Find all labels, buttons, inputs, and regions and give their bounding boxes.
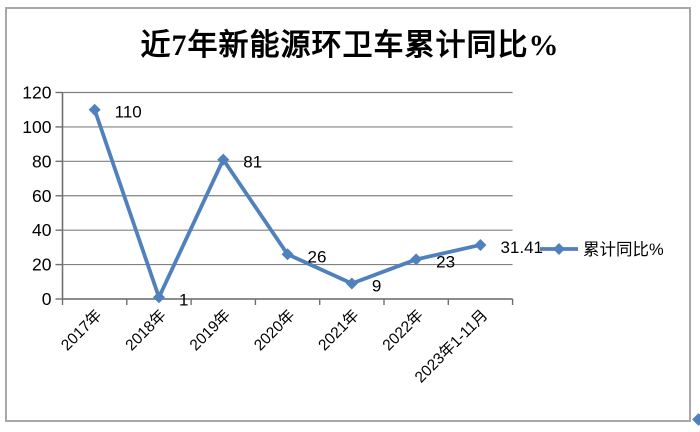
y-tick-label: 40	[32, 220, 52, 240]
data-point-label: 81	[243, 153, 262, 172]
data-point-marker	[217, 153, 230, 166]
data-point-label: 31.41	[500, 238, 543, 257]
x-category-label: 2020年	[250, 306, 298, 354]
x-category-label: 2022年	[379, 306, 427, 354]
data-point-marker	[345, 277, 358, 290]
chart-title: 近7年新能源环卫车累计同比%	[140, 29, 560, 62]
x-category-label: 2021年	[315, 306, 363, 354]
y-tick-label: 60	[32, 186, 52, 206]
data-point-label: 26	[308, 247, 327, 266]
data-point-marker	[281, 248, 294, 261]
data-point-label: 9	[372, 277, 381, 296]
y-tick-label: 100	[22, 117, 51, 137]
x-category-label: 2018年	[122, 306, 170, 354]
data-point-marker	[474, 238, 487, 251]
data-point-label: 110	[115, 103, 142, 122]
y-tick-label: 120	[22, 83, 51, 103]
data-point-marker	[410, 253, 423, 266]
legend-marker-icon	[553, 243, 565, 255]
chart-frame	[5, 7, 691, 422]
data-point-label: 23	[436, 252, 455, 271]
y-tick-label: 80	[32, 151, 52, 171]
data-point-label: 1	[179, 290, 188, 309]
y-tick-label: 0	[42, 289, 52, 309]
x-category-label: 2017年	[57, 306, 105, 354]
data-point-marker	[88, 103, 101, 116]
y-tick-label: 20	[32, 255, 52, 275]
x-category-label: 2019年	[186, 306, 234, 354]
legend-label: 累计同比%	[583, 240, 664, 259]
data-point-marker	[152, 291, 165, 304]
series-line	[92, 107, 483, 300]
